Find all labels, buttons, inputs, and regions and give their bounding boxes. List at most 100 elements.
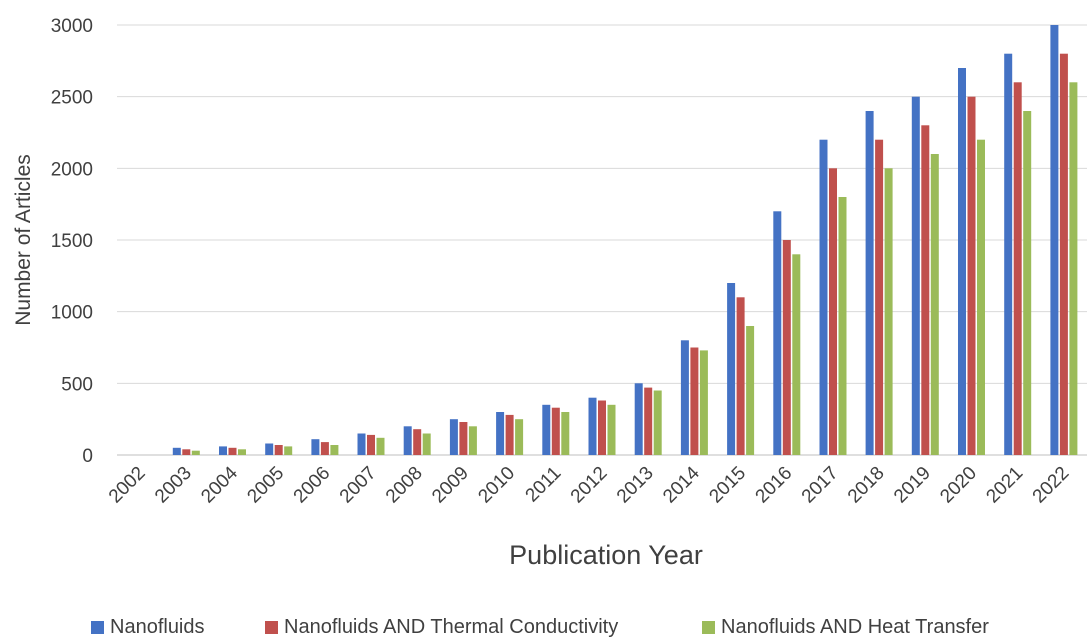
x-tick-label: 2010 <box>474 463 519 508</box>
bar-2006-series-1 <box>311 439 320 455</box>
bar-2018-series-3 <box>884 168 893 456</box>
bar-2018-series-1 <box>865 111 874 455</box>
bar-2009-series-3 <box>468 426 477 455</box>
bar-2003-series-3 <box>191 450 200 455</box>
y-tick-label: 1000 <box>51 303 93 324</box>
bar-2012-series-3 <box>607 404 616 455</box>
x-tick-label: 2022 <box>1029 463 1074 508</box>
y-tick-label: 3000 <box>51 16 93 37</box>
x-tick-label: 2006 <box>290 463 335 508</box>
bar-2006-series-3 <box>330 445 339 455</box>
bar-2014-series-3 <box>699 350 708 455</box>
bar-2013-series-3 <box>653 390 662 455</box>
bar-2010-series-1 <box>496 412 505 455</box>
legend-swatch-heat-transfer <box>702 621 715 634</box>
x-tick-label: 2004 <box>197 462 242 507</box>
bar-2016-series-3 <box>792 254 801 455</box>
x-tick-label: 2008 <box>382 463 427 508</box>
x-tick-label: 2020 <box>936 463 981 508</box>
bar-2007-series-1 <box>357 433 366 455</box>
bar-2022-series-2 <box>1059 53 1068 455</box>
x-tick-label: 2014 <box>659 462 704 507</box>
bar-2014-series-1 <box>680 340 689 455</box>
bar-2003-series-1 <box>172 447 181 455</box>
x-tick-label: 2009 <box>428 463 473 508</box>
bar-2012-series-1 <box>588 397 597 455</box>
legend: Nanofluids Nanofluids AND Thermal Conduc… <box>0 616 1087 638</box>
x-axis-label: Publication Year <box>509 540 703 570</box>
bar-2010-series-3 <box>515 419 524 455</box>
bar-2005-series-3 <box>284 446 293 455</box>
legend-swatch-nanofluids <box>91 621 104 634</box>
bar-2022-series-3 <box>1069 82 1078 456</box>
bar-2016-series-1 <box>773 211 782 455</box>
bar-2009-series-1 <box>449 419 458 455</box>
x-tick-label: 2016 <box>752 463 797 508</box>
legend-swatch-thermal-conductivity <box>265 621 278 634</box>
x-tick-label: 2021 <box>982 463 1027 508</box>
bar-2021-series-2 <box>1013 82 1022 456</box>
bar-2020-series-1 <box>958 68 966 455</box>
x-tick-label: 2007 <box>336 463 381 508</box>
x-tick-labels: 2002 2003 2004 2005 2006 2007 2008 2009 2010 2011… <box>105 462 1074 507</box>
bar-2010-series-2 <box>505 414 514 455</box>
gridlines <box>117 24 1087 456</box>
y-tick-label: 2000 <box>51 159 93 180</box>
bar-2012-series-2 <box>598 400 606 455</box>
legend-item-heat-transfer: Nanofluids AND Heat Transfer <box>702 616 989 639</box>
bar-2011-series-1 <box>542 404 551 455</box>
x-tick-label: 2018 <box>844 463 889 508</box>
bar-2013-series-1 <box>634 383 643 455</box>
x-tick-label: 2013 <box>613 463 658 508</box>
legend-label: Nanofluids <box>110 616 205 638</box>
bar-2008-series-1 <box>403 426 412 455</box>
bar-2009-series-2 <box>459 422 468 455</box>
x-tick-label: 2011 <box>522 463 566 507</box>
bars <box>172 25 1078 456</box>
bar-2019-series-2 <box>921 125 930 456</box>
bar-2008-series-2 <box>413 429 422 455</box>
bar-2015-series-1 <box>727 283 736 455</box>
bar-2004-series-1 <box>219 446 227 455</box>
x-tick-label: 2003 <box>151 463 196 508</box>
legend-item-nanofluids: Nanofluids <box>91 616 205 639</box>
x-tick-label: 2017 <box>798 463 843 508</box>
bar-2011-series-2 <box>551 407 560 455</box>
bar-2007-series-2 <box>367 434 375 455</box>
bar-2019-series-3 <box>930 154 939 455</box>
bar-2020-series-2 <box>967 96 976 455</box>
bar-2016-series-2 <box>782 240 791 455</box>
bar-2019-series-1 <box>911 96 920 455</box>
y-tick-label: 1500 <box>51 231 93 252</box>
bar-2021-series-1 <box>1004 53 1013 455</box>
bar-2004-series-2 <box>228 447 237 455</box>
bar-2017-series-1 <box>819 139 828 455</box>
bar-2021-series-3 <box>1023 111 1032 455</box>
bar-2007-series-3 <box>376 437 385 455</box>
y-tick-label: 0 <box>82 446 93 467</box>
bar-2011-series-3 <box>561 412 570 455</box>
bar-2005-series-2 <box>274 445 283 455</box>
bar-2014-series-2 <box>690 347 699 455</box>
bar-2015-series-2 <box>736 297 745 455</box>
bar-2015-series-3 <box>746 326 755 455</box>
y-axis-label: Number of Articles <box>12 154 35 326</box>
x-tick-label: 2012 <box>567 463 612 508</box>
bar-2003-series-2 <box>182 449 191 455</box>
bar-2004-series-3 <box>238 449 246 455</box>
bar-2018-series-2 <box>875 139 884 455</box>
x-tick-label: 2019 <box>890 463 935 508</box>
y-tick-labels: 0 500 1000 1500 2000 2500 3000 <box>51 16 93 467</box>
bar-2008-series-3 <box>422 433 431 455</box>
y-tick-label: 2500 <box>51 88 93 109</box>
bar-2017-series-2 <box>829 168 837 456</box>
bar-2022-series-1 <box>1050 25 1059 455</box>
x-tick-label: 2002 <box>105 463 150 508</box>
legend-label: Nanofluids AND Thermal Conductivity <box>284 616 619 638</box>
legend-item-thermal-conductivity: Nanofluids AND Thermal Conductivity <box>265 616 618 639</box>
y-tick-label: 500 <box>61 374 93 395</box>
bar-2005-series-1 <box>265 443 274 455</box>
bar-2006-series-2 <box>320 442 329 455</box>
